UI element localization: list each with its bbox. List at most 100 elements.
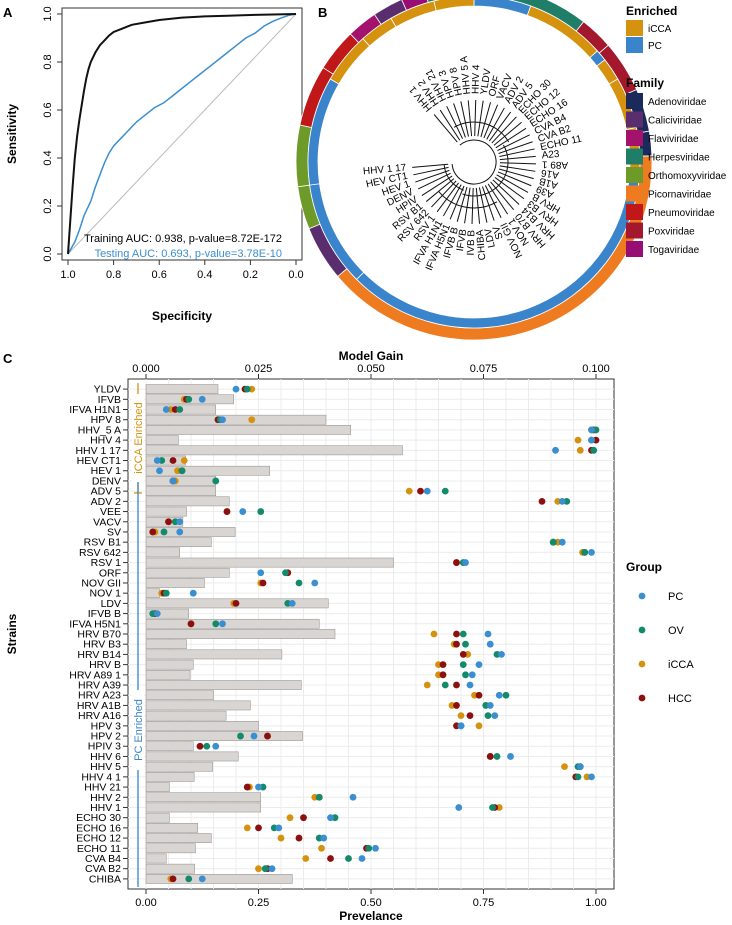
tree-branch	[490, 181, 515, 210]
roc-y-tick-label: 0.8	[42, 54, 54, 69]
strain-tick-label: SV	[107, 526, 121, 538]
strain-tick-label: HRV A1B	[77, 700, 121, 712]
strain-tick-label: HHV 6	[90, 751, 121, 763]
model-gain-bar	[145, 465, 270, 476]
prevalence-dot-pc	[250, 732, 258, 740]
tree-branch	[484, 185, 502, 218]
tree-branch	[425, 178, 455, 202]
prevalence-dot-pc	[495, 691, 503, 699]
model-gain-bar	[145, 680, 302, 690]
tree-tip-label: A89 1	[541, 158, 568, 170]
prevalence-dot-hcc	[259, 579, 267, 587]
strain-tick-label: HHV 4	[90, 435, 121, 447]
prevalence-dot-hcc	[223, 508, 231, 515]
strain-tick-label: HHV 5	[90, 761, 121, 773]
prevalence-dot-pc	[275, 824, 283, 832]
model-gain-bar	[145, 506, 187, 517]
model-gain-bar	[145, 710, 227, 721]
legend-family-swatch	[626, 167, 643, 183]
model-gain-bar	[145, 629, 336, 639]
legend-enriched-swatch-icca	[626, 20, 643, 36]
legend-family-swatch	[626, 111, 643, 128]
model-gain-bar	[145, 608, 189, 619]
tree-branch	[480, 102, 492, 138]
tree-branch	[433, 114, 458, 143]
legend-family-swatch	[626, 93, 643, 109]
legend-group-label: OV	[668, 625, 685, 637]
legend-group-label: HCC	[668, 693, 692, 705]
tree-branch	[499, 165, 536, 172]
tree-tip-label: CHIBA	[475, 229, 489, 261]
prevalence-dot-pc	[156, 467, 163, 475]
prevalence-dot-hcc	[327, 855, 334, 862]
model-gain-bar	[145, 690, 214, 701]
tree-branch	[478, 187, 488, 223]
prevalence-dot-pc	[507, 753, 514, 760]
prevalence-dot-pc	[176, 518, 184, 526]
prevalence-axis-label: Prevelance	[339, 909, 403, 923]
prevalence-dot-hcc	[300, 814, 307, 822]
model-gain-bar	[145, 618, 320, 629]
prevalence-dot-hcc	[486, 753, 494, 760]
pc-enriched-label: PC Enriched	[133, 699, 145, 761]
strain-tick-label: HPV 8	[91, 414, 122, 426]
prevalence-dot-pc	[198, 875, 206, 883]
prevalence-dot-hcc	[295, 834, 303, 842]
testing-auc-label: Testing AUC: 0.693, p-value=3.78E-10	[95, 248, 282, 260]
prevalence-dot-hcc	[453, 640, 460, 648]
prevalence-dot-ov	[212, 477, 220, 485]
prevalence-dot-ov	[549, 538, 557, 546]
prevalence-dot-pc	[484, 630, 492, 638]
tree-clade-arc	[438, 191, 498, 209]
prevalence-dot-icca	[277, 834, 285, 842]
prevalence-tick-label: 0.00	[135, 897, 156, 909]
prevalence-dot-pc	[169, 477, 177, 485]
roc-line-training	[67, 13, 297, 255]
panel-label-b: B	[318, 5, 327, 20]
prevalence-dot-pc	[588, 436, 595, 444]
legend-family-swatch	[626, 130, 643, 146]
prevalence-dot-pc	[327, 814, 334, 822]
icca-label-backdrop	[132, 394, 144, 483]
tree-branch	[421, 175, 453, 196]
roc-x-tick-label: 0.4	[197, 269, 212, 281]
prevalence-dot-pc	[153, 457, 161, 464]
tree-branch	[497, 134, 530, 152]
prevalence-dot-ov	[484, 712, 492, 720]
icca-enriched-label: iCCA Enriched	[133, 402, 145, 474]
prevalence-dot-ov	[282, 569, 289, 577]
prevalence-dot-ov	[203, 742, 211, 750]
prevalence-dot-ov	[212, 620, 220, 628]
tree-branch	[471, 187, 474, 224]
tree-branch	[464, 187, 471, 224]
prevalence-dot-ov	[462, 640, 469, 648]
model-gain-bar	[145, 761, 213, 772]
prevalence-dot-ov	[441, 487, 449, 495]
prevalence-dot-pc	[189, 589, 197, 597]
strain-tick-label: NOV GII	[81, 577, 121, 589]
prevalence-dot-hcc	[264, 732, 271, 740]
model-gain-bar	[145, 496, 230, 507]
tree-tip-label: SV	[491, 224, 506, 241]
prevalence-tick-label: 0.50	[360, 897, 381, 909]
model-gain-bar	[145, 476, 216, 486]
prevalence-dot-icca	[576, 446, 584, 454]
model-gain-bar	[145, 833, 212, 843]
roc-x-tick-label: 0.0	[288, 269, 303, 281]
panel-label-a: A	[3, 5, 13, 20]
model-gain-bar	[145, 853, 167, 864]
strain-tick-label: RSV B1	[84, 537, 122, 549]
prevalence-dot-hcc	[538, 497, 546, 505]
roc-y-tick-label: 0.2	[42, 198, 54, 213]
strain-tick-label: HPIV 3	[88, 741, 121, 753]
prevalence-dot-pc	[588, 773, 595, 781]
prevalence-dot-ov	[574, 773, 582, 781]
tree-branch	[439, 109, 461, 141]
prevalence-dot-pc	[475, 661, 483, 669]
prevalence-dot-pc	[423, 487, 431, 495]
tree-branch	[446, 106, 463, 139]
prevalence-dot-pc	[486, 640, 494, 648]
prevalence-dot-icca	[457, 712, 465, 720]
tree-branch	[499, 155, 536, 161]
strain-tick-label: HRV B70	[77, 629, 121, 641]
